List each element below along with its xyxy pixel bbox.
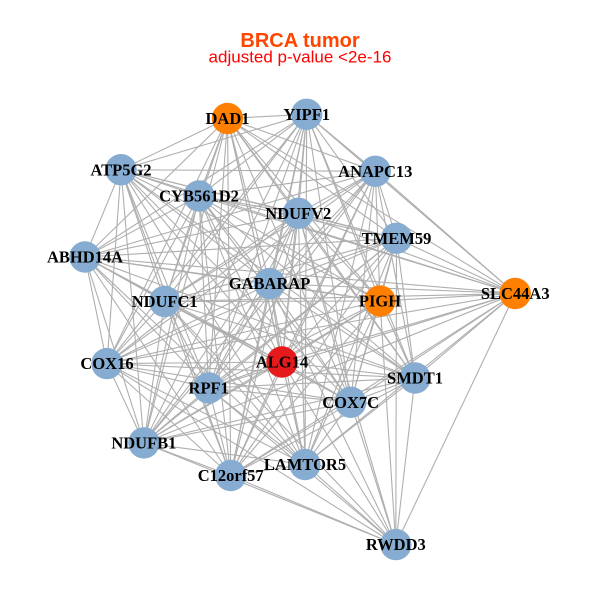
svg-text:NDUFB1: NDUFB1 [111,434,176,453]
svg-text:COX7C: COX7C [322,393,379,412]
svg-text:ABHD14A: ABHD14A [47,248,123,267]
svg-text:RPF1: RPF1 [189,379,229,398]
svg-text:TMEM59: TMEM59 [362,229,432,248]
svg-text:C12orf57: C12orf57 [198,466,264,485]
svg-text:ANAPC13: ANAPC13 [338,162,412,181]
svg-text:YIPF1: YIPF1 [283,105,330,124]
svg-text:SMDT1: SMDT1 [387,369,443,388]
svg-text:NDUFV2: NDUFV2 [265,204,331,223]
svg-text:BRCA tumor: BRCA tumor [240,30,359,52]
svg-text:DAD1: DAD1 [206,109,250,128]
svg-text:LAMTOR5: LAMTOR5 [264,455,346,474]
svg-text:ALG14: ALG14 [256,353,308,372]
svg-text:ATP5G2: ATP5G2 [90,160,151,179]
svg-text:CYB561D2: CYB561D2 [159,187,239,206]
svg-text:PIGH: PIGH [359,292,401,311]
svg-text:COX16: COX16 [80,354,133,373]
svg-text:GABARAP: GABARAP [229,274,311,293]
svg-text:SLC44A3: SLC44A3 [481,284,550,303]
svg-text:adjusted p-value <2e-16: adjusted p-value <2e-16 [209,48,392,67]
svg-text:NDUFC1: NDUFC1 [132,292,198,311]
svg-text:RWDD3: RWDD3 [366,535,426,554]
